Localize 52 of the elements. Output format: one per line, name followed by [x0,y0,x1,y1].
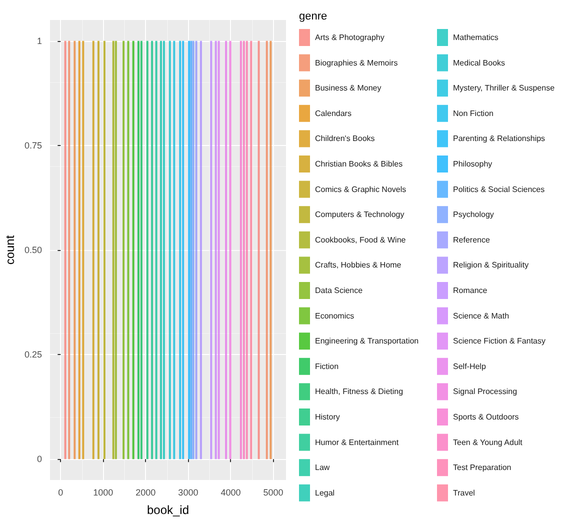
x-tick-label: 4000 [220,488,241,498]
y-tick-label: 0.25 [24,350,42,360]
legend-label: Reference [453,235,490,244]
legend-label: Medical Books [453,58,506,68]
legend-label: Non Fiction [453,108,494,118]
legend-label: Test Preparation [453,463,512,472]
legend-label: Cookbooks, Food & Wine [315,235,406,244]
legend-label: Travel [453,488,476,498]
legend-label: Health, Fitness & Dieting [315,387,404,396]
legend-label: Engineering & Transportation [315,336,419,346]
x-axis-title: book_id [146,503,190,517]
legend-label: Mathematics [453,33,498,42]
legend-label: Computers & Technology [315,210,404,220]
legend-label: Psychology [453,210,494,220]
x-tick-label: 5000 [263,488,284,498]
legend-label: Science Fiction & Fantasy [453,336,546,346]
legend-label: Data Science [315,286,364,295]
legend-label: Politics & Social Sciences [453,184,545,194]
legend-label: History [315,412,340,422]
legend-label: Calendars [315,108,352,118]
legend-label: Philosophy [453,160,492,168]
y-tick-label: 0.75 [24,140,42,150]
x-tick-label: 1000 [93,488,114,498]
y-tick-label: 1 [36,36,42,46]
legend-label: Legal [315,488,335,498]
legend-label: Romance [453,286,488,295]
legend-label: Arts & Photography [315,33,384,42]
x-tick-label: 2000 [136,488,156,498]
legend-label: Religion & Spirituality [453,260,529,270]
x-tick-label: 3000 [178,488,198,498]
legend-label: Economics [315,311,354,320]
legend-label: Fiction [315,362,339,371]
legend-label: Science & Math [453,311,510,320]
legend-label: Biographies & Memoirs [315,58,398,68]
legend-label: Children's Books [315,134,375,144]
legend-label: Parenting & Relationships [453,134,546,144]
legend-label: Comics & Graphic Novels [315,184,406,194]
legend-label: Law [315,463,330,472]
legend-label: Sports & Outdoors [453,412,519,422]
legend-label: Business & Money [315,84,382,93]
x-tick-label: 0 [58,488,64,498]
legend-label: Crafts, Hobbies & Home [315,260,402,270]
legend-title: genre [299,10,328,22]
legend-label: Signal Processing [453,387,518,396]
legend-label: Teen & Young Adult [453,438,524,447]
legend-label: Christian Books & Bibles [315,160,403,168]
legend-label: Mystery, Thriller & Suspense [453,84,556,93]
y-tick-label: 0 [36,454,42,464]
legend-label: Self-Help [453,362,486,371]
legend-label: Humor & Entertainment [315,438,400,447]
y-axis-title: count [3,234,17,265]
y-tick-label: 0.50 [24,245,42,255]
